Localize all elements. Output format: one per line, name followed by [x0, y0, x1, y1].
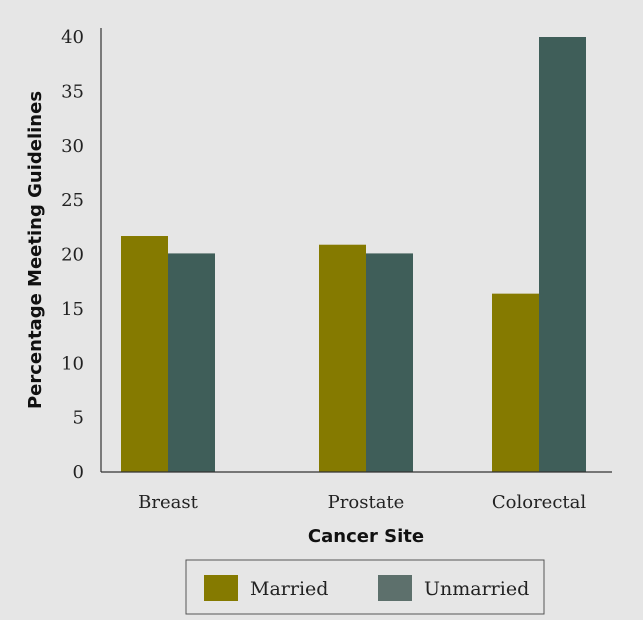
x-tick-label-colorectal: Colorectal: [492, 492, 587, 513]
y-tick-label: 40: [61, 27, 84, 48]
legend: Married Unmarried: [185, 559, 545, 615]
y-axis-title: Percentage Meeting Guidelines: [25, 91, 46, 409]
y-tick-label: 25: [61, 190, 84, 211]
y-tick-label: 35: [61, 81, 84, 102]
bar-married-breast: [121, 236, 168, 472]
y-tick-label: 20: [61, 245, 84, 266]
axes-layer: [100, 28, 612, 473]
y-tick-label: 15: [61, 299, 84, 320]
y-tick-label: 30: [61, 136, 84, 157]
y-tick-label: 5: [73, 408, 84, 429]
legend-label-married: Married: [250, 578, 328, 600]
y-tick-labels: 0 5 10 15 20 25 30 35 40: [61, 27, 84, 483]
bar-married-prostate: [319, 244, 366, 472]
y-tick-label: 10: [61, 353, 84, 374]
legend-label-unmarried: Unmarried: [424, 578, 529, 600]
x-tick-label-breast: Breast: [138, 492, 198, 513]
bar-unmarried-colorectal: [539, 37, 586, 472]
legend-frame: [185, 559, 545, 615]
y-tick-label: 0: [73, 462, 84, 483]
bar-unmarried-prostate: [366, 253, 413, 472]
x-tick-labels: Breast Prostate Colorectal: [138, 492, 586, 513]
bar-married-colorectal: [492, 293, 539, 472]
bars-layer: [121, 37, 586, 472]
bar-unmarried-breast: [168, 253, 215, 472]
x-axis-title: Cancer Site: [308, 526, 424, 547]
legend-swatch-married: [204, 575, 238, 601]
legend-swatch-unmarried: [378, 575, 412, 601]
x-tick-label-prostate: Prostate: [328, 492, 405, 513]
